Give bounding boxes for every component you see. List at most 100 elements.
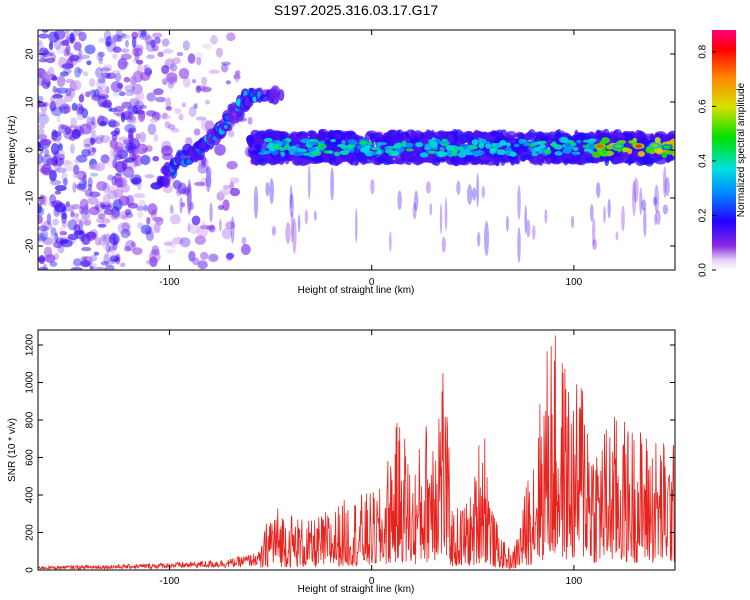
spectrogram-blob xyxy=(419,133,425,140)
spectrogram-blob xyxy=(140,30,147,39)
spectrogram-blob xyxy=(223,124,228,130)
spectrogram-blob xyxy=(182,76,191,88)
spectrogram-blob xyxy=(89,265,94,270)
spectrogram-blob xyxy=(205,100,210,105)
spectrogram-blob xyxy=(91,93,102,102)
spectrogram-blob xyxy=(645,147,656,154)
spectrogram-blob xyxy=(94,137,104,144)
spectrogram-blob xyxy=(78,94,85,103)
spectrogram-blob xyxy=(64,93,74,102)
y-tick-label: 10 xyxy=(25,96,36,108)
spectrogram-blob xyxy=(102,99,113,108)
spectrogram-blob xyxy=(111,70,121,75)
spectrogram-blob xyxy=(38,235,44,241)
spectrogram-blob xyxy=(60,159,71,166)
colorbar-tick-label: 0.8 xyxy=(698,44,709,58)
spectrogram-blob xyxy=(38,194,46,205)
spectrogram-blob xyxy=(439,203,443,235)
spectrogram-blob xyxy=(139,32,151,41)
spectrogram-blob xyxy=(437,151,447,158)
spectrogram-blob xyxy=(230,177,240,184)
spectrogram-blob xyxy=(140,224,152,235)
spectrogram-blob xyxy=(109,37,117,44)
spectrogram-blob xyxy=(109,139,118,149)
spectrogram-blob xyxy=(427,150,438,155)
y-tick-label: 0 xyxy=(25,567,36,573)
spectrogram-blob xyxy=(54,167,67,173)
spectrogram-blob xyxy=(176,189,181,197)
spectrogram-blob xyxy=(67,233,79,241)
spectrogram-blob xyxy=(516,131,523,138)
spectrogram-blob xyxy=(192,257,200,266)
spectrogram-blob xyxy=(615,231,619,241)
spectrogram-blob xyxy=(151,245,160,255)
spectrogram-blob xyxy=(495,129,504,138)
spectrogram-blob xyxy=(425,181,431,194)
spectrogram-blob xyxy=(181,202,186,208)
spectrogram-blob xyxy=(76,110,86,121)
spectrogram-blob xyxy=(166,72,178,83)
spectrogram-blob xyxy=(194,181,206,187)
spectrogram-blob xyxy=(136,63,144,76)
spectrogram-blob xyxy=(146,92,156,102)
spectrogram-blob xyxy=(121,214,129,221)
spectrogram-blob xyxy=(124,84,136,92)
spectrogram-blob xyxy=(40,138,52,146)
spectrogram-blob xyxy=(73,41,82,51)
spectrogram-blob xyxy=(79,123,92,135)
spectrogram-blob xyxy=(153,36,161,45)
spectrogram-blob xyxy=(124,90,135,97)
spectrogram-blob xyxy=(597,132,604,140)
spectrogram-blob xyxy=(82,255,93,267)
spectrogram-blob xyxy=(178,68,190,80)
spectrogram-blob xyxy=(87,177,93,188)
spectrogram-blob xyxy=(42,237,54,245)
spectrogram-blob xyxy=(126,229,132,237)
y-tick-label: 20 xyxy=(25,48,36,60)
x-tick-label: -100 xyxy=(159,576,179,587)
spectrogram-blob xyxy=(120,33,127,38)
spectrogram-blob xyxy=(110,210,120,221)
spectrogram-blob xyxy=(124,39,130,48)
spectrogram-blob xyxy=(74,159,80,164)
spectrogram-blob xyxy=(665,150,673,155)
spectrogram-blob xyxy=(210,34,218,45)
spectrogram-blob xyxy=(54,190,62,195)
y-tick-label: 1200 xyxy=(25,333,36,356)
spectrogram-blob xyxy=(255,131,264,137)
spectrogram-blob xyxy=(181,102,187,108)
spectrogram-blob xyxy=(56,44,67,54)
spectrogram-blob xyxy=(344,154,354,162)
x-tick-label: -100 xyxy=(159,277,179,288)
spectrogram-blob xyxy=(115,30,123,39)
spectrogram-blob xyxy=(91,147,97,153)
spectrogram-blob xyxy=(187,222,191,233)
spectrogram-blob xyxy=(565,142,572,148)
spectrogram-blob xyxy=(170,240,176,249)
spectrogram-blob xyxy=(333,151,340,157)
spectrogram-blob xyxy=(371,151,379,156)
spectrogram-blob xyxy=(304,209,308,225)
colorbar-tick-label: 0.0 xyxy=(698,263,709,277)
spectrogram-blob xyxy=(88,206,100,216)
snr-panel: -100 0 100 0 200 400 600 800 1000 1200 Height of… xyxy=(7,329,676,595)
spectrogram-blob xyxy=(554,130,561,138)
spectrogram-blob xyxy=(161,64,170,75)
spectrogram-blob xyxy=(70,266,83,270)
spectrogram-blob xyxy=(38,33,49,39)
spectrogram-blob xyxy=(227,129,235,138)
spectrogram-blob xyxy=(127,133,135,144)
spectrogram-blob xyxy=(481,185,486,199)
spectrogram-blob xyxy=(230,216,235,244)
spectrogram-blob xyxy=(112,158,118,169)
spectrogram-blob xyxy=(169,63,178,72)
spectrogram-blob xyxy=(117,222,130,234)
spectrogram-blob xyxy=(225,253,233,261)
spectrogram-blob xyxy=(134,50,140,62)
spectrogram-blob xyxy=(222,199,230,211)
spectrogram-blob xyxy=(191,215,201,226)
spectrogram-blob xyxy=(220,61,231,66)
spectrogram-blob xyxy=(355,208,358,243)
spectrogram-blob xyxy=(59,227,64,237)
